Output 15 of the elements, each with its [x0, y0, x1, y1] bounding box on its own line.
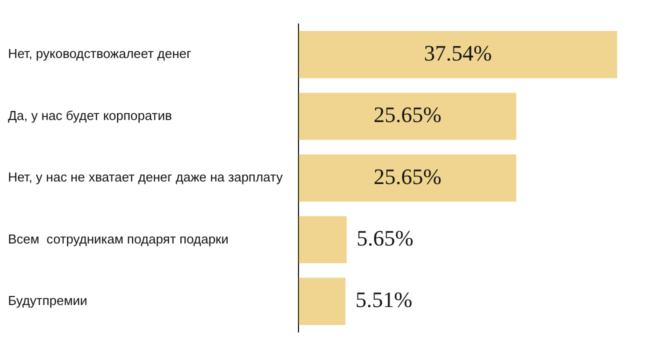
y-tick-label: Всем сотрудникам подарят подарки — [8, 231, 229, 246]
data-label: 25.65% — [374, 164, 442, 189]
bar — [298, 31, 618, 78]
y-tick-label: Будутпремии — [8, 292, 88, 308]
bar — [298, 154, 516, 202]
bar — [298, 278, 346, 325]
bar — [298, 92, 516, 140]
y-tick-label: Да, у нас будет корпоратив — [8, 108, 172, 123]
data-label: 25.65% — [374, 102, 442, 128]
data-label: 37.54% — [424, 40, 492, 66]
y-tick-label: Нет, у нас не хватает денег даже на зарплату — [8, 170, 284, 185]
data-label: 5.65% — [356, 225, 414, 250]
bar — [298, 216, 347, 264]
data-label: 5.51% — [355, 287, 412, 312]
y-tick-label: Нет, руководствожалеет денег — [8, 46, 192, 62]
